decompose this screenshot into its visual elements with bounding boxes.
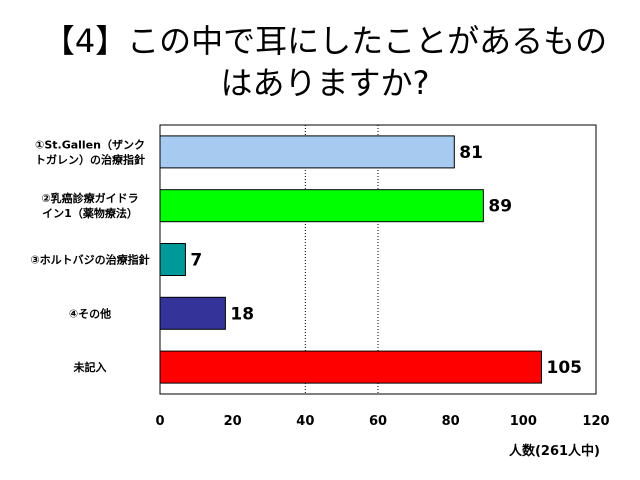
value-label-1: 81 — [459, 143, 483, 163]
bar-4 — [159, 296, 226, 330]
x-tick-100: 100 — [510, 414, 537, 429]
value-label-4: 18 — [230, 304, 254, 324]
x-tick-0: 0 — [155, 414, 164, 429]
x-tick-labels: 0 20 40 60 80 100 120 — [155, 414, 609, 429]
bar-1 — [159, 135, 455, 169]
category-label-2: ②乳癌診療ガイドライン1（薬物療法） — [41, 191, 138, 220]
value-label-5: 105 — [547, 358, 583, 378]
category-label-5: 未記入 — [73, 360, 107, 374]
plot-area — [159, 124, 597, 395]
bar-3 — [159, 243, 186, 276]
category-label-4: ④その他 — [69, 306, 111, 320]
chart-title: 【4】この中で耳にしたことがあるものはありますか? — [42, 22, 608, 102]
x-tick-60: 60 — [369, 414, 387, 429]
value-label-2: 89 — [488, 197, 512, 217]
bar-5 — [159, 350, 542, 384]
category-label-3: ③ホルトバジの治療指針 — [30, 253, 149, 267]
x-tick-80: 80 — [442, 414, 460, 429]
value-label-3: 7 — [190, 251, 202, 271]
bars — [159, 135, 542, 384]
bar-2 — [159, 189, 484, 223]
category-labels: ①St.Gallen（ザンクトガレン）の治療指針 ②乳癌診療ガイドライン1（薬物療… — [30, 138, 149, 374]
x-axis-title: 人数(261人中) — [509, 443, 600, 459]
category-label-1: ①St.Gallen（ザンクトガレン）の治療指針 — [35, 138, 145, 166]
x-tick-20: 20 — [224, 414, 242, 429]
x-tick-120: 120 — [582, 414, 609, 429]
x-tick-40: 40 — [296, 414, 314, 429]
value-labels: 81 89 7 18 105 — [190, 143, 582, 378]
